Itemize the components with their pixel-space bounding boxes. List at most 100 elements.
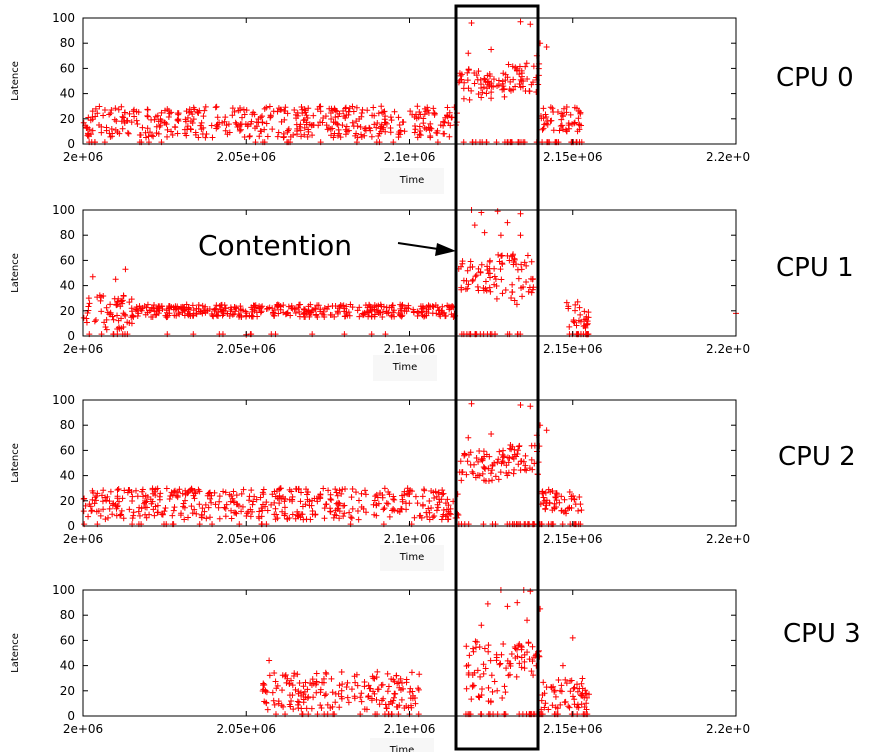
data-point	[403, 679, 410, 686]
data-point	[171, 312, 178, 319]
data-point	[327, 508, 334, 515]
data-point	[516, 442, 523, 449]
data-point	[201, 508, 208, 515]
data-point	[189, 302, 196, 309]
data-point	[399, 680, 406, 687]
data-point	[551, 688, 558, 695]
data-point	[499, 78, 506, 85]
data-point	[423, 108, 430, 115]
data-point	[335, 126, 342, 133]
data-point	[346, 509, 353, 516]
data-point	[115, 295, 122, 302]
data-point	[262, 503, 269, 510]
data-point	[530, 672, 537, 679]
data-point	[303, 119, 310, 126]
data-point	[416, 108, 423, 115]
data-point	[313, 670, 320, 677]
data-point	[518, 643, 525, 650]
data-point	[309, 676, 316, 683]
data-point	[486, 270, 493, 277]
data-point	[504, 74, 511, 81]
data-point	[157, 116, 164, 123]
y-tick-label: 40	[60, 87, 75, 101]
data-point	[436, 311, 443, 318]
data-point	[301, 124, 308, 131]
y-tick-label: 20	[60, 304, 75, 318]
data-point	[578, 701, 585, 708]
data-point	[493, 295, 500, 302]
data-point	[484, 600, 491, 607]
data-point	[479, 685, 486, 692]
data-point	[287, 703, 294, 710]
data-point	[343, 303, 350, 310]
data-point	[313, 311, 320, 318]
data-point	[539, 490, 546, 497]
data-point	[378, 697, 385, 704]
data-point	[522, 452, 529, 459]
data-point	[89, 127, 96, 134]
data-point	[487, 657, 494, 664]
data-point	[294, 671, 301, 678]
data-point	[473, 455, 480, 462]
data-point	[585, 309, 592, 316]
data-point	[416, 123, 423, 130]
data-point	[470, 648, 477, 655]
data-point	[347, 301, 354, 308]
data-point	[335, 505, 342, 512]
data-point	[559, 111, 566, 118]
data-point	[296, 308, 303, 315]
data-point	[264, 507, 271, 514]
data-point	[479, 89, 486, 96]
data-point	[366, 125, 373, 132]
data-point	[365, 309, 372, 316]
data-point	[87, 503, 94, 510]
data-point	[209, 312, 216, 319]
data-point	[267, 113, 274, 120]
data-point	[294, 512, 301, 519]
data-point	[249, 111, 256, 118]
data-point	[279, 687, 286, 694]
data-point	[118, 507, 125, 514]
data-point	[425, 302, 432, 309]
data-point	[190, 116, 197, 123]
data-point	[495, 456, 502, 463]
data-point	[487, 288, 494, 295]
data-point	[525, 288, 532, 295]
data-point	[524, 76, 531, 83]
data-point	[395, 679, 402, 686]
data-point	[170, 306, 177, 313]
data-point	[485, 684, 492, 691]
data-point	[504, 252, 511, 259]
data-point	[292, 485, 299, 492]
data-point	[487, 470, 494, 477]
data-point	[171, 123, 178, 130]
data-point	[509, 281, 516, 288]
data-point	[512, 645, 519, 652]
data-point	[302, 313, 309, 320]
data-point	[459, 260, 466, 267]
data-point	[389, 302, 396, 309]
data-point	[263, 120, 270, 127]
data-point	[141, 497, 148, 504]
data-point	[345, 699, 352, 706]
data-point	[324, 701, 331, 708]
data-point	[378, 109, 385, 116]
data-point	[577, 318, 584, 325]
data-point	[501, 683, 508, 690]
data-point	[366, 124, 373, 131]
data-point	[292, 309, 299, 316]
data-point	[379, 308, 386, 315]
data-point	[480, 463, 487, 470]
data-point	[246, 493, 253, 500]
data-point	[135, 109, 142, 116]
data-point	[375, 307, 382, 314]
data-point	[188, 503, 195, 510]
data-point	[430, 303, 437, 310]
data-point	[485, 698, 492, 705]
data-point	[577, 110, 584, 117]
data-point	[295, 690, 302, 697]
data-point	[471, 669, 478, 676]
data-point	[566, 489, 573, 496]
data-point	[569, 634, 576, 641]
x-tick-label: 2e+06	[63, 722, 103, 736]
